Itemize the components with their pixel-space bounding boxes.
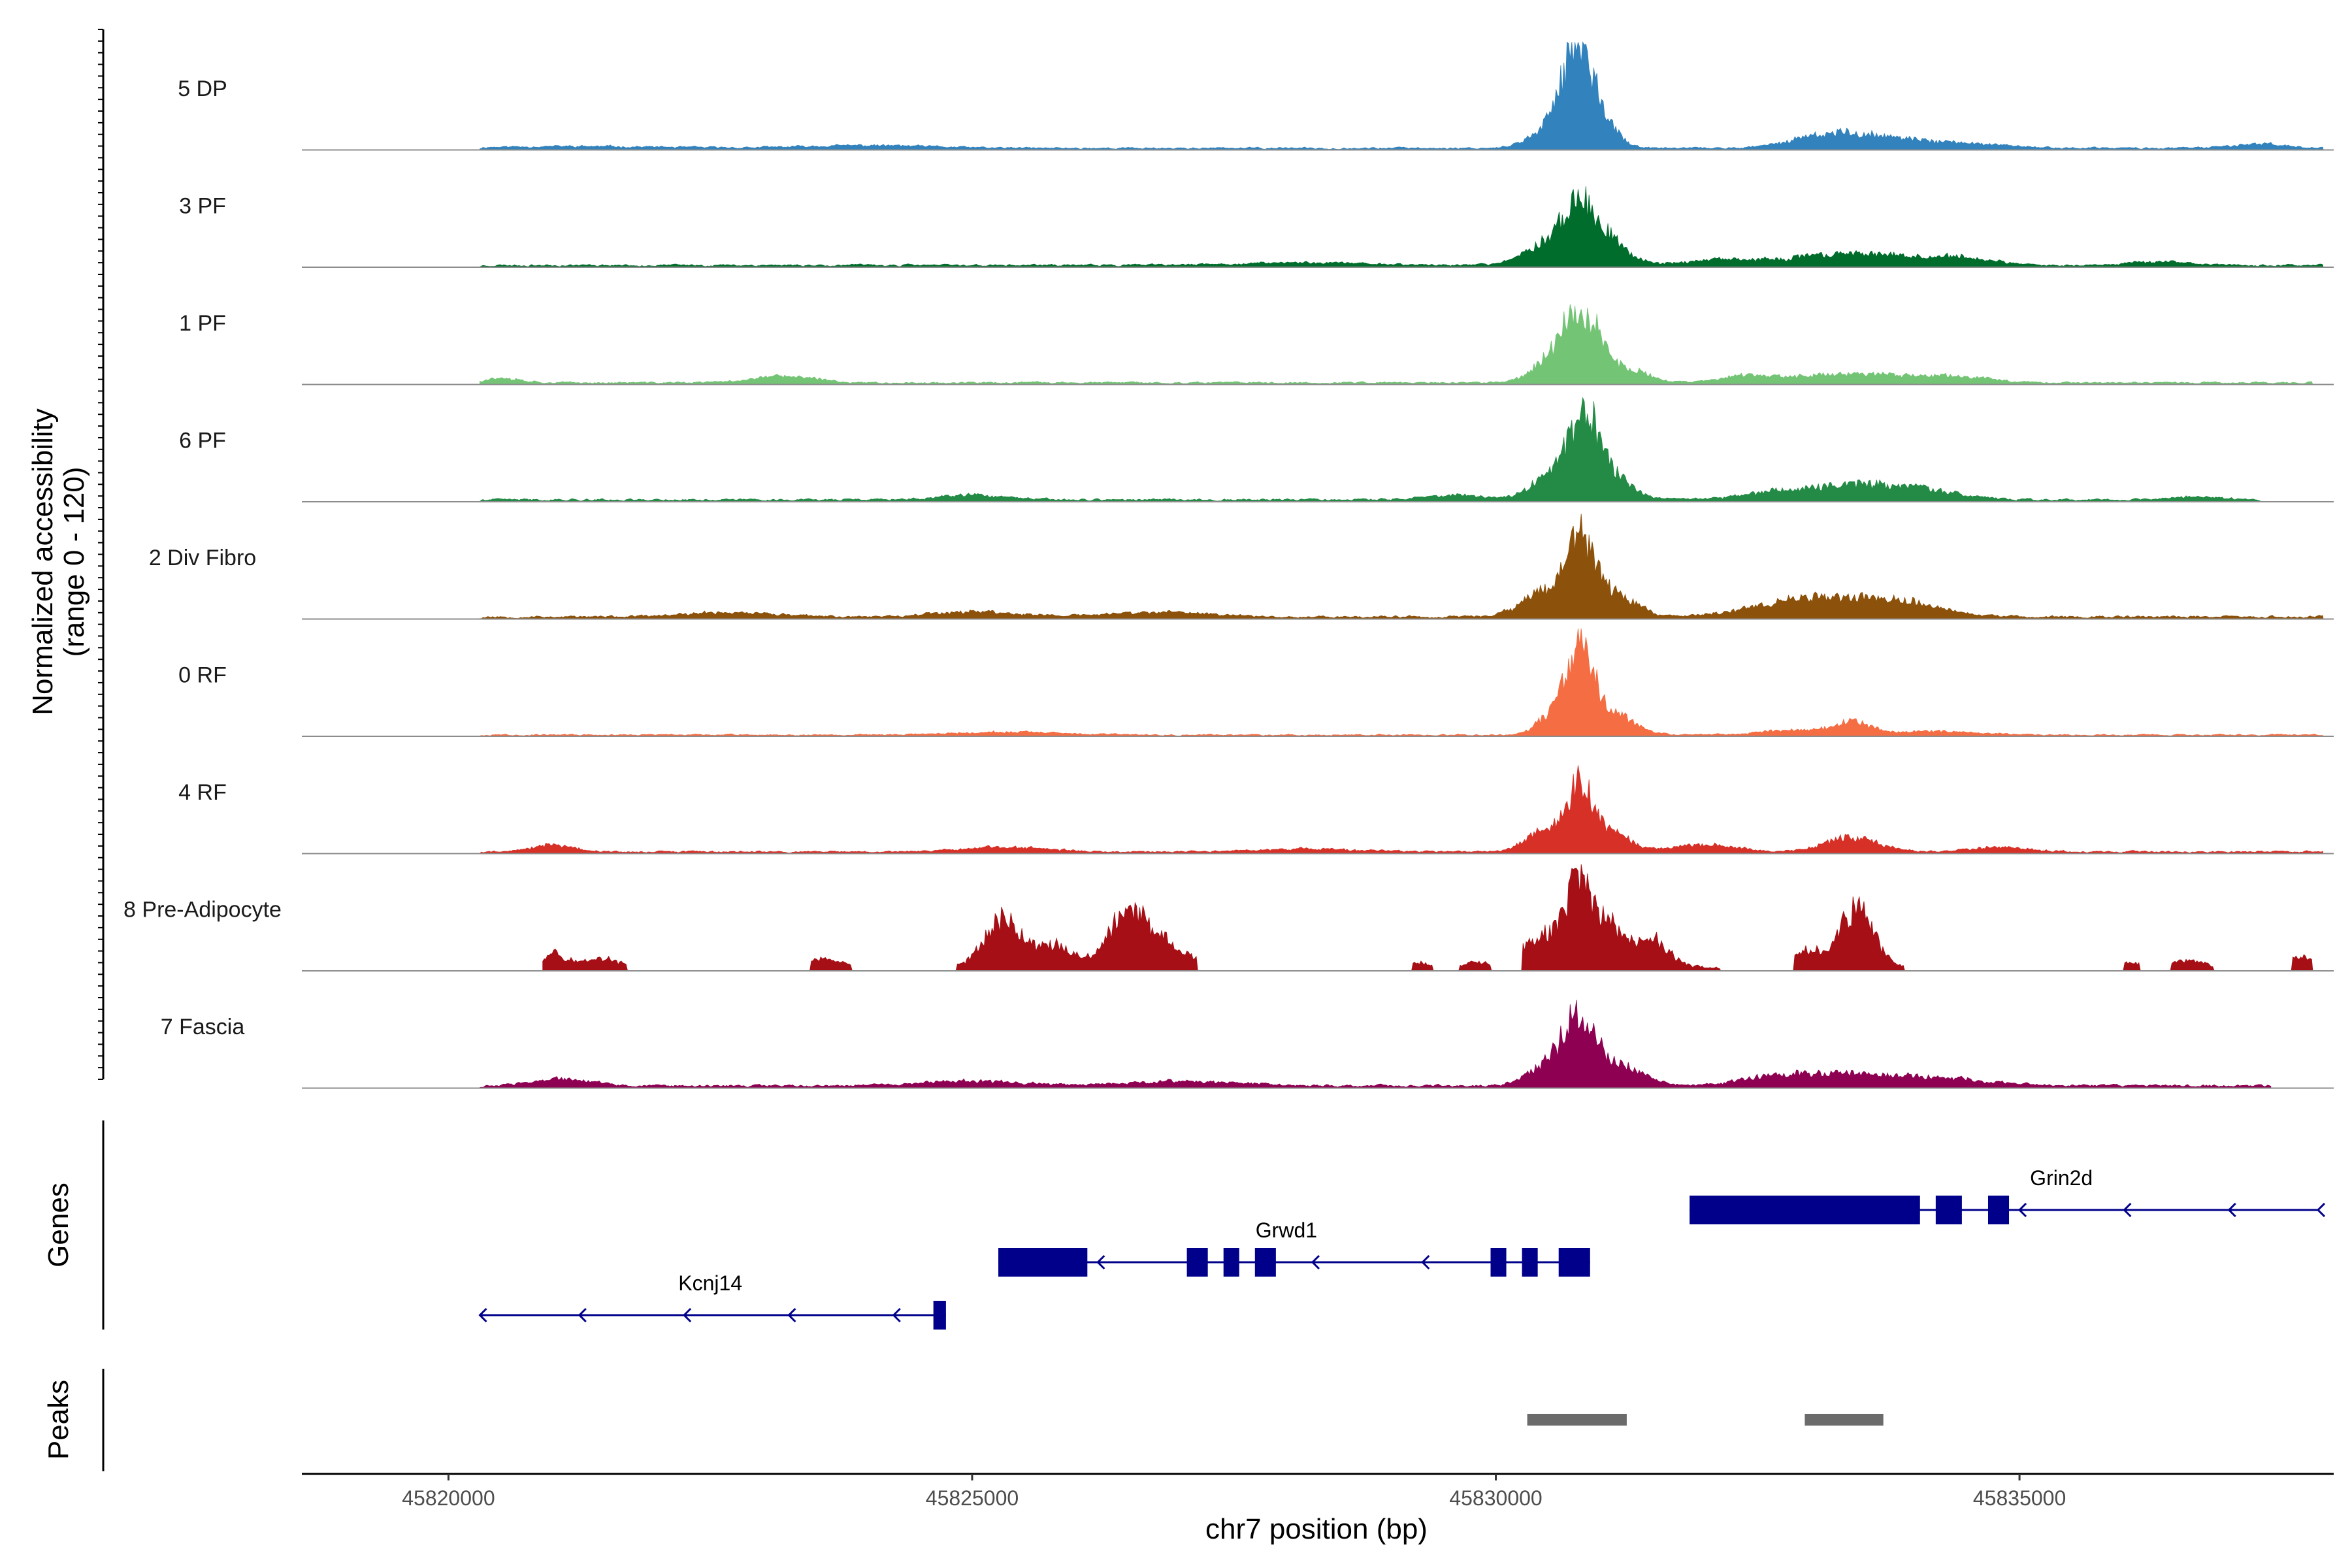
gene-exon	[1558, 1248, 1590, 1277]
x-axis-title: chr7 position (bp)	[1205, 1513, 1428, 1545]
coverage-area	[480, 765, 2324, 854]
coverage-area	[480, 397, 2261, 502]
strand-arrow	[1311, 1254, 1320, 1270]
strand-arrow	[1421, 1254, 1430, 1270]
strand-arrow	[2316, 1202, 2326, 1218]
peaks-title: Peaks	[42, 1380, 74, 1460]
track-label: 0 RF	[178, 663, 227, 688]
strand-arrow	[2227, 1202, 2236, 1218]
coverage-tracks	[302, 41, 2334, 1089]
gene-label: Grin2d	[2030, 1166, 2093, 1190]
y-axis-title: Normalized accessibility	[27, 408, 59, 715]
peak-region	[1805, 1414, 1884, 1426]
gene-exon	[998, 1248, 1088, 1277]
coverage-area	[480, 514, 2324, 619]
x-tick-label: 45830000	[1449, 1486, 1542, 1510]
coverage-area	[480, 628, 2324, 737]
x-tick-label: 45820000	[402, 1486, 495, 1510]
track-label: 2 Div Fibro	[149, 546, 256, 570]
gene-exon	[1490, 1248, 1507, 1277]
gene-exon	[1223, 1248, 1239, 1277]
gene-exon	[1186, 1248, 1208, 1277]
gene-exon	[1254, 1248, 1276, 1277]
gene-exon	[1522, 1248, 1538, 1277]
strand-arrow	[2123, 1202, 2132, 1218]
gene-exon	[1935, 1196, 1962, 1224]
x-tick-label: 45825000	[926, 1486, 1019, 1510]
track-label: 8 Pre-Adipocyte	[123, 898, 282, 923]
genes-title: Genes	[42, 1183, 74, 1267]
strand-arrow	[683, 1307, 692, 1323]
y-axis	[98, 29, 105, 1080]
track-labels: 5 DP 3 PF 1 PF 6 PF 2 Div Fibro 0 RF 4 RF 8 Pre…	[123, 76, 282, 1039]
coverage-area	[480, 186, 2324, 268]
strand-arrow	[2017, 1202, 2027, 1218]
coverage-area	[480, 304, 2313, 385]
x-axis: 45820000 45825000 45830000 45835000	[302, 1473, 2334, 1510]
track-label: 6 PF	[179, 429, 226, 453]
gene-exon	[933, 1301, 946, 1330]
track-label: 3 PF	[179, 194, 226, 219]
gene-label: Grwd1	[1256, 1218, 1317, 1242]
track-label: 4 RF	[178, 780, 227, 805]
strand-arrow	[578, 1307, 587, 1323]
peak-region	[1527, 1414, 1627, 1426]
strand-arrow	[892, 1307, 901, 1323]
track-label: 5 DP	[178, 76, 227, 101]
strand-arrow	[1096, 1254, 1105, 1270]
coverage-area	[480, 1000, 2272, 1088]
peak-track	[1527, 1414, 1884, 1426]
gene-label: Kcnj14	[678, 1271, 742, 1295]
strand-arrow	[478, 1307, 487, 1323]
gene-track: Kcnj14 Grwd1 Grin2d	[478, 1166, 2326, 1330]
gene-exon	[1690, 1196, 1920, 1224]
y-axis-range: (range 0 - 120)	[58, 466, 90, 657]
strand-arrow	[787, 1307, 796, 1323]
track-label: 1 PF	[179, 311, 226, 336]
gene-exon	[1987, 1196, 2010, 1224]
track-label: 7 Fascia	[161, 1015, 245, 1039]
coverage-area	[480, 41, 2324, 150]
x-tick-label: 45835000	[1973, 1486, 2066, 1510]
